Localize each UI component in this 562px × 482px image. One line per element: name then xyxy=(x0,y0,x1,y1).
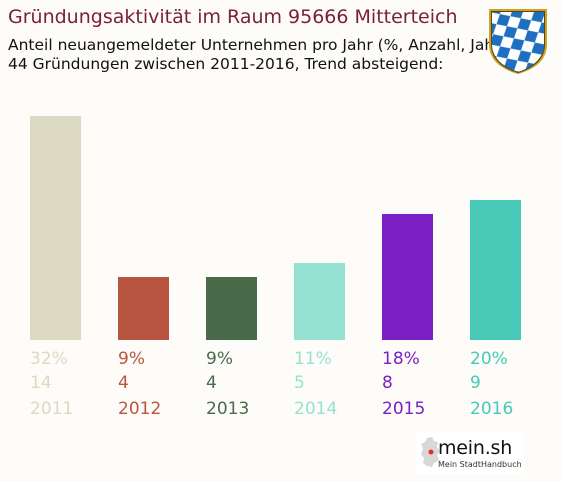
count-label-2013: 4 xyxy=(206,373,217,393)
chart-title: Gründungsaktivität im Raum 95666 Mittert… xyxy=(8,6,458,28)
chart-subtitle: Anteil neuangemeldeter Unternehmen pro J… xyxy=(8,36,507,74)
count-label-2016: 9 xyxy=(470,373,481,393)
percent-label-2016: 20% xyxy=(470,349,508,369)
bar-2012 xyxy=(118,277,169,340)
subtitle-line-2: 44 Gründungen zwischen 2011-2016, Trend … xyxy=(8,55,444,73)
percent-label-2013: 9% xyxy=(206,349,233,369)
bar-2011 xyxy=(30,116,81,340)
bavarian-lozenge-coat-of-arms-icon xyxy=(486,6,550,74)
year-label-2016: 2016 xyxy=(470,399,513,419)
percent-label-2015: 18% xyxy=(382,349,420,369)
germany-map-icon xyxy=(421,437,440,467)
year-label-2011: 2011 xyxy=(30,399,73,419)
logo-text: mein.sh xyxy=(438,437,513,459)
count-label-2011: 14 xyxy=(30,373,52,393)
count-label-2012: 4 xyxy=(118,373,129,393)
percent-label-2011: 32% xyxy=(30,349,68,369)
bar-2013 xyxy=(206,277,257,340)
count-label-2015: 8 xyxy=(382,373,393,393)
count-label-2014: 5 xyxy=(294,373,305,393)
bar-2014 xyxy=(294,263,345,340)
percent-label-2012: 9% xyxy=(118,349,145,369)
year-label-2012: 2012 xyxy=(118,399,161,419)
mein-sh-logo: mein.sh Mein StadtHandbuch xyxy=(416,432,524,474)
subtitle-line-1: Anteil neuangemeldeter Unternehmen pro J… xyxy=(8,36,507,54)
bar-2015 xyxy=(382,214,433,340)
year-label-2013: 2013 xyxy=(206,399,249,419)
percent-label-2014: 11% xyxy=(294,349,332,369)
logo-tagline: Mein StadtHandbuch xyxy=(438,460,522,469)
bar-2016 xyxy=(470,200,521,340)
year-label-2015: 2015 xyxy=(382,399,425,419)
year-label-2014: 2014 xyxy=(294,399,337,419)
